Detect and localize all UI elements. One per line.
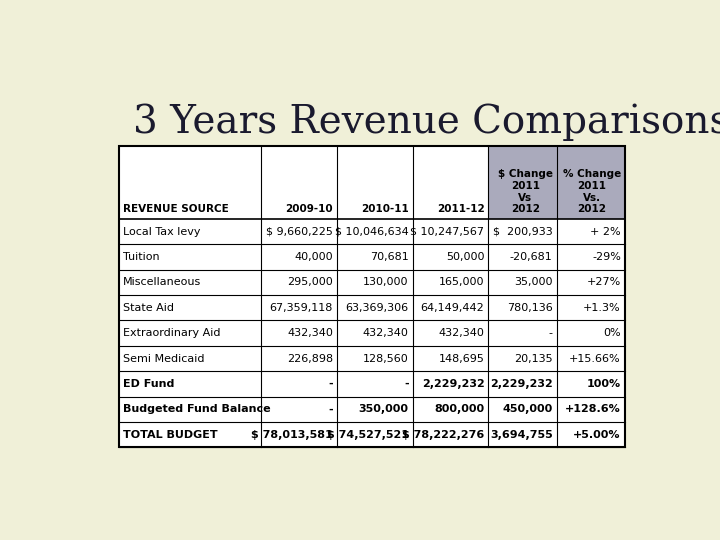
Text: 20,135: 20,135: [514, 354, 553, 363]
Text: $ 78,013,581: $ 78,013,581: [251, 430, 333, 440]
Text: -20,681: -20,681: [510, 252, 553, 262]
Text: 35,000: 35,000: [514, 278, 553, 287]
Text: 0%: 0%: [603, 328, 621, 338]
Text: 165,000: 165,000: [439, 278, 485, 287]
Text: $ 10,247,567: $ 10,247,567: [410, 226, 485, 237]
Bar: [120, 146, 625, 448]
Text: 3 Years Revenue Comparisons: 3 Years Revenue Comparisons: [132, 103, 720, 141]
Text: 40,000: 40,000: [294, 252, 333, 262]
Text: $ 10,046,634: $ 10,046,634: [335, 226, 409, 237]
Bar: [557, 146, 625, 219]
Text: Budgeted Fund Balance: Budgeted Fund Balance: [123, 404, 271, 414]
Text: Miscellaneous: Miscellaneous: [123, 278, 202, 287]
Text: Extraordinary Aid: Extraordinary Aid: [123, 328, 221, 338]
Text: 226,898: 226,898: [287, 354, 333, 363]
Text: Tuition: Tuition: [123, 252, 160, 262]
Bar: [488, 146, 557, 219]
Text: 70,681: 70,681: [370, 252, 409, 262]
Text: ED Fund: ED Fund: [123, 379, 175, 389]
Text: -: -: [549, 328, 553, 338]
Text: 64,149,442: 64,149,442: [420, 303, 485, 313]
Text: 148,695: 148,695: [438, 354, 485, 363]
Text: State Aid: State Aid: [123, 303, 174, 313]
Text: +128.6%: +128.6%: [565, 404, 621, 414]
Text: % Change
2011
Vs.
2012: % Change 2011 Vs. 2012: [562, 170, 621, 214]
Text: $  200,933: $ 200,933: [493, 226, 553, 237]
Text: $ Change
2011
Vs
2012: $ Change 2011 Vs 2012: [498, 170, 553, 214]
Text: $ 74,527,521: $ 74,527,521: [327, 430, 409, 440]
Text: 128,560: 128,560: [363, 354, 409, 363]
Text: +27%: +27%: [587, 278, 621, 287]
Text: Semi Medicaid: Semi Medicaid: [123, 354, 204, 363]
Text: Local Tax levy: Local Tax levy: [123, 226, 201, 237]
Text: 67,359,118: 67,359,118: [269, 303, 333, 313]
Text: -: -: [404, 379, 409, 389]
Text: 2011-12: 2011-12: [437, 204, 485, 214]
Text: 295,000: 295,000: [287, 278, 333, 287]
Text: $ 9,660,225: $ 9,660,225: [266, 226, 333, 237]
Text: 800,000: 800,000: [434, 404, 485, 414]
Text: 450,000: 450,000: [503, 404, 553, 414]
Text: $ 78,222,276: $ 78,222,276: [402, 430, 485, 440]
Text: 2,229,232: 2,229,232: [422, 379, 485, 389]
Text: + 2%: + 2%: [590, 226, 621, 237]
Text: 2009-10: 2009-10: [285, 204, 333, 214]
Text: TOTAL BUDGET: TOTAL BUDGET: [123, 430, 218, 440]
Text: 50,000: 50,000: [446, 252, 485, 262]
Text: 350,000: 350,000: [359, 404, 409, 414]
Text: 2,229,232: 2,229,232: [490, 379, 553, 389]
Text: REVENUE SOURCE: REVENUE SOURCE: [123, 204, 229, 214]
Text: 2010-11: 2010-11: [361, 204, 409, 214]
Text: 63,369,306: 63,369,306: [346, 303, 409, 313]
Text: +5.00%: +5.00%: [573, 430, 621, 440]
Text: -29%: -29%: [592, 252, 621, 262]
Bar: [120, 146, 625, 448]
Text: 432,340: 432,340: [363, 328, 409, 338]
Text: 130,000: 130,000: [363, 278, 409, 287]
Text: +15.66%: +15.66%: [570, 354, 621, 363]
Text: 432,340: 432,340: [438, 328, 485, 338]
Text: 780,136: 780,136: [507, 303, 553, 313]
Text: -: -: [328, 379, 333, 389]
Text: 100%: 100%: [587, 379, 621, 389]
Text: 3,694,755: 3,694,755: [490, 430, 553, 440]
Text: +1.3%: +1.3%: [583, 303, 621, 313]
Text: 432,340: 432,340: [287, 328, 333, 338]
Text: -: -: [328, 404, 333, 414]
